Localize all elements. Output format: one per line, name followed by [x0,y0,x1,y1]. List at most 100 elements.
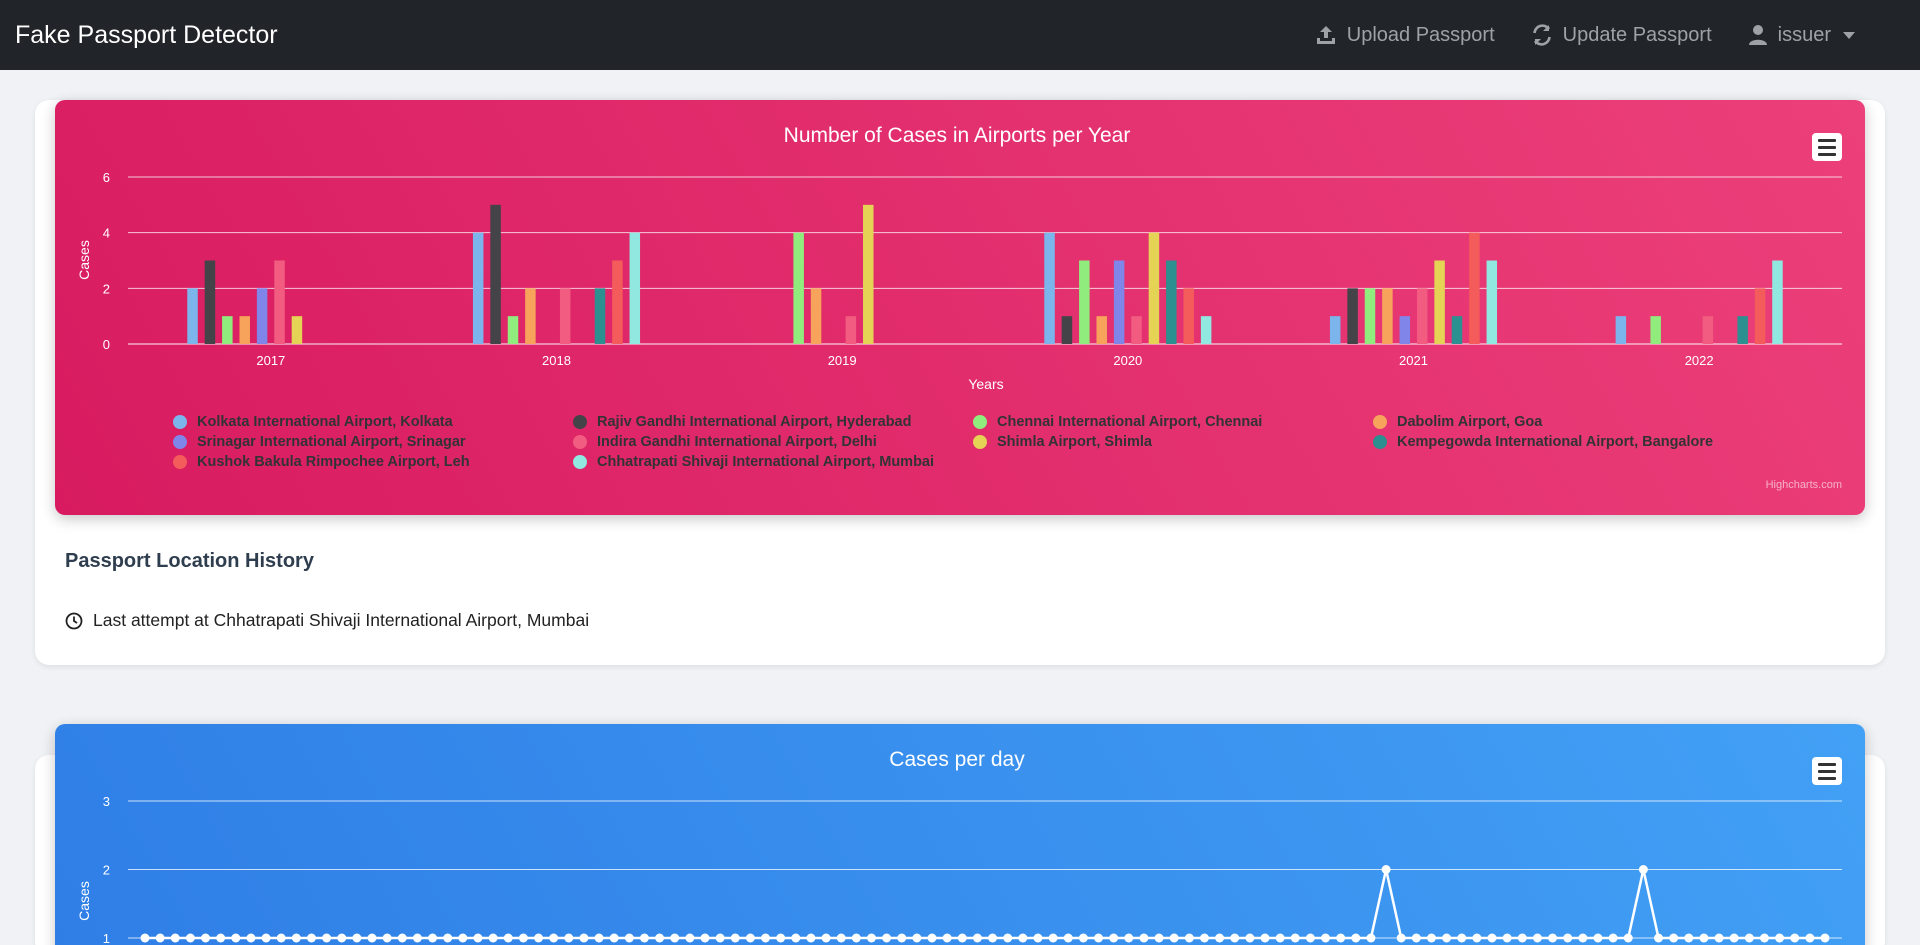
line-chart-point[interactable] [1608,933,1618,943]
line-chart-point[interactable] [609,933,619,943]
line-chart-point[interactable] [488,933,498,943]
legend-item[interactable]: Dabolim Airport, Goa [1373,413,1773,431]
line-chart-point[interactable] [776,933,786,943]
bar-chart-bar[interactable] [1486,260,1498,345]
line-chart-point[interactable] [1245,933,1255,943]
line-chart-point[interactable] [927,933,937,943]
bar-chart-bar[interactable] [1399,316,1411,344]
line-chart-point[interactable] [397,933,407,943]
line-chart-point[interactable] [1048,933,1058,943]
line-chart-point[interactable] [518,933,528,943]
bar-chart-bar[interactable] [525,288,536,344]
bar-chart-bar[interactable] [1079,260,1090,345]
bar-chart-bar[interactable] [559,288,571,344]
line-chart-point[interactable] [367,933,377,943]
line-chart-point[interactable] [443,933,453,943]
line-chart-point[interactable] [851,933,861,943]
line-chart-point[interactable] [1669,933,1679,943]
legend-item[interactable]: Chennai International Airport, Chennai [973,413,1373,431]
bar-chart-bar[interactable] [1382,288,1393,344]
line-chart-point[interactable] [624,933,634,943]
line-chart-point[interactable] [185,933,195,943]
line-chart-point[interactable] [246,933,256,943]
line-chart-point[interactable] [1184,933,1194,943]
line-chart-point[interactable] [201,933,211,943]
line-chart-point[interactable] [1215,933,1225,943]
line-chart-point[interactable] [1063,933,1073,943]
line-chart-point[interactable] [1487,933,1497,943]
line-chart-point[interactable] [882,933,892,943]
line-chart-point[interactable] [1820,933,1830,943]
line-chart-point[interactable] [1366,933,1376,943]
bar-chart-bar[interactable] [1061,316,1073,344]
legend-item[interactable]: Chhatrapati Shivaji International Airpor… [573,453,973,471]
legend-item[interactable]: Srinagar International Airport, Srinagar [173,433,573,451]
bar-chart-bar[interactable] [1416,288,1428,344]
bar-chart-menu-button[interactable] [1812,133,1842,161]
line-chart-point[interactable] [1260,933,1270,943]
line-chart-point[interactable] [1759,933,1769,943]
line-chart-point[interactable] [866,933,876,943]
line-chart-point[interactable] [382,933,392,943]
line-chart-point[interactable] [1078,933,1088,943]
bar-chart-bar[interactable] [1650,316,1661,344]
bar-chart-bar[interactable] [187,288,198,344]
bar-chart-bar[interactable] [1183,288,1194,344]
line-chart-point[interactable] [1654,933,1664,943]
line-chart-point[interactable] [428,933,438,943]
bar-chart-bar[interactable] [1148,232,1160,344]
line-chart-point[interactable] [1775,933,1785,943]
bar-chart-bar[interactable] [204,260,216,345]
line-chart-point[interactable] [352,933,362,943]
user-dropdown[interactable]: issuer [1748,24,1855,47]
line-chart-point[interactable] [1381,865,1391,874]
legend-item[interactable]: Kempegowda International Airport, Bangal… [1373,433,1773,451]
line-chart-point[interactable] [700,933,710,943]
line-chart-point[interactable] [1502,933,1512,943]
line-chart-point[interactable] [988,933,998,943]
line-chart-point[interactable] [715,933,725,943]
bar-chart-bar[interactable] [793,232,804,344]
line-chart-point[interactable] [1593,933,1603,943]
line-chart-point[interactable] [1457,933,1467,943]
legend-item[interactable]: Shimla Airport, Shimla [973,433,1373,451]
line-chart-menu-button[interactable] [1812,757,1842,785]
line-chart-point[interactable] [1714,933,1724,943]
line-chart-point[interactable] [1517,933,1527,943]
line-chart-point[interactable] [473,933,483,943]
line-chart-point[interactable] [1532,933,1542,943]
bar-chart-bar[interactable] [1113,260,1125,345]
legend-item[interactable]: Indira Gandhi International Airport, Del… [573,433,973,451]
line-chart-point[interactable] [1321,933,1331,943]
bar-chart-bar[interactable] [1772,260,1783,345]
bar-chart-bar[interactable] [472,232,484,344]
line-chart-point[interactable] [1275,933,1285,943]
line-chart-point[interactable] [594,933,604,943]
line-chart-point[interactable] [306,933,316,943]
line-chart-point[interactable] [1411,933,1421,943]
bar-chart-bar[interactable] [612,260,623,345]
line-chart-point[interactable] [534,933,544,943]
bar-chart-bar[interactable] [1200,316,1212,344]
bar-chart-bar[interactable] [222,316,233,344]
line-chart-point[interactable] [957,933,967,943]
line-chart-point[interactable] [670,933,680,943]
brand-title[interactable]: Fake Passport Detector [15,20,278,49]
line-chart-point[interactable] [1305,933,1315,943]
line-chart-point[interactable] [458,933,468,943]
line-chart-point[interactable] [155,933,165,943]
legend-item[interactable]: Kolkata International Airport, Kolkata [173,413,573,431]
bar-chart-bar[interactable] [291,316,303,344]
line-chart-point[interactable] [1351,933,1361,943]
bar-chart-bar[interactable] [256,288,268,344]
update-passport-link[interactable]: Update Passport [1531,24,1712,47]
upload-passport-link[interactable]: Upload Passport [1315,24,1495,47]
legend-item[interactable]: Kushok Bakula Rimpochee Airport, Leh [173,453,573,471]
bar-chart-bar[interactable] [490,204,501,344]
line-chart-point[interactable] [821,933,831,943]
bar-chart-bar[interactable] [239,316,250,344]
line-chart-point[interactable] [1563,933,1573,943]
bar-chart-bar[interactable] [1469,232,1480,344]
line-chart-point[interactable] [216,933,226,943]
line-chart-point[interactable] [579,933,589,943]
